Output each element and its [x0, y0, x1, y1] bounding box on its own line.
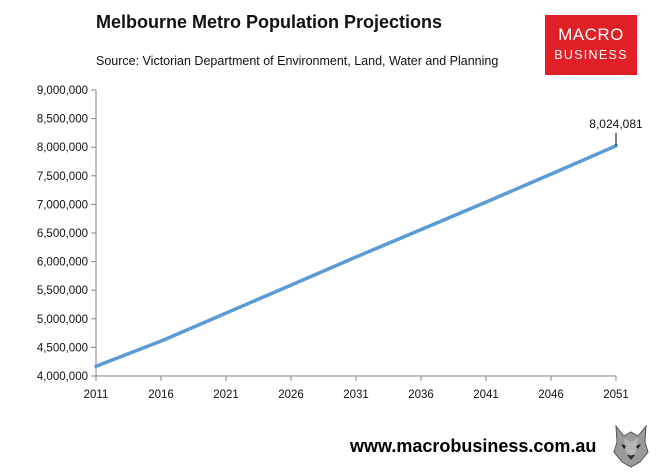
x-tick-label: 2011 [84, 389, 109, 401]
y-tick-label: 7,500,000 [37, 171, 88, 183]
x-tick-label: 2051 [603, 389, 629, 401]
logo-line-business: BUSINESS [554, 48, 628, 62]
x-tick-label: 2016 [148, 389, 174, 401]
y-tick-label: 9,000,000 [37, 85, 88, 97]
y-tick-label: 5,500,000 [37, 285, 88, 297]
x-tick-label: 2031 [343, 389, 369, 401]
x-tick-label: 2046 [538, 389, 564, 401]
footer-url: www.macrobusiness.com.au [350, 436, 597, 456]
y-tick-label: 4,000,000 [37, 371, 88, 383]
y-tick-label: 4,500,000 [37, 342, 88, 354]
y-tick-label: 6,500,000 [37, 228, 88, 240]
chart-title: Melbourne Metro Population Projections [96, 12, 443, 32]
y-tick-label: 8,500,000 [37, 114, 88, 126]
y-tick-label: 6,000,000 [37, 257, 88, 269]
y-tick-label: 7,000,000 [37, 199, 88, 211]
x-tick-label: 2021 [213, 389, 239, 401]
y-tick-label: 5,000,000 [37, 314, 88, 326]
annotation-label: 8,024,081 [589, 117, 643, 131]
y-tick-label: 8,000,000 [37, 142, 88, 154]
x-tick-label: 2026 [278, 389, 304, 401]
series-line-population [94, 144, 618, 369]
chart-source: Source: Victorian Department of Environm… [96, 54, 499, 68]
x-tick-label: 2036 [408, 389, 434, 401]
x-tick-label: 2041 [473, 389, 499, 401]
wolf-icon [613, 424, 649, 468]
logo-line-macro: MACRO [558, 25, 624, 44]
macrobusiness-logo: MACRO BUSINESS [545, 15, 637, 75]
